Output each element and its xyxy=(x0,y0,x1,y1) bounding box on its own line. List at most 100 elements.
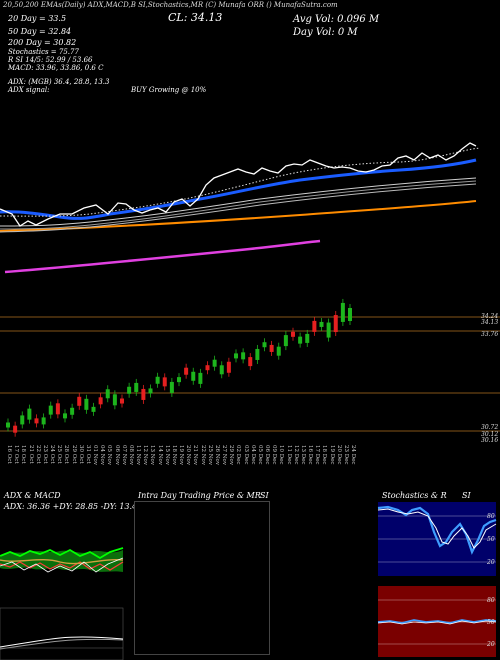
candle-body xyxy=(98,397,103,405)
date-label: 17 Oct xyxy=(13,445,20,464)
candle-body xyxy=(34,418,39,424)
stoch-title: Stochastics & R xyxy=(382,491,447,500)
date-label: 08 Nov xyxy=(127,445,134,465)
date-label: 01 Nov xyxy=(92,445,98,465)
date-label: 22 Nov xyxy=(199,445,206,465)
date-label: 13 Dec xyxy=(299,445,306,465)
date-label: 05 Nov xyxy=(106,445,113,465)
candle-body xyxy=(248,357,253,367)
date-label: 17 Dec xyxy=(314,445,321,465)
candle-body xyxy=(20,415,25,425)
stoch-k-line xyxy=(377,505,497,555)
level-label-2: 34.13 xyxy=(481,319,499,326)
date-label: 29 Nov xyxy=(228,445,235,465)
adx-macd-title: ADX & MACD xyxy=(4,491,61,500)
adx-plus-line xyxy=(0,547,124,560)
date-label: 20 Dec xyxy=(335,445,342,465)
header-strip: 20,50,200 EMAs(Daily) ADX,MACD,B SI,Stoc… xyxy=(3,1,338,9)
stoch-level-50: 50 xyxy=(487,536,495,543)
candle-body xyxy=(262,342,267,348)
candle-body xyxy=(41,417,46,425)
adx-white-line xyxy=(0,557,124,573)
date-label: 28 Oct xyxy=(63,445,70,464)
candle-body xyxy=(63,413,67,419)
level-label-4: 30.72 xyxy=(481,424,499,431)
stoch-d-line xyxy=(377,508,497,549)
date-label: 15 Nov xyxy=(163,445,170,465)
candle-body xyxy=(70,407,75,415)
date-label: 13 Nov xyxy=(149,445,156,465)
stoch-si-label: SI xyxy=(462,491,471,500)
date-label: 20 Nov xyxy=(185,445,192,465)
intraday-si-label: SI xyxy=(260,491,269,500)
adx-signal-label: ADX signal: xyxy=(8,86,50,94)
date-label: 10 Dec xyxy=(278,445,285,465)
close-price-line xyxy=(0,142,477,227)
rsi-label: R SI 14/5: 52.99 / 53.66 xyxy=(8,56,93,64)
level-label-3: 33.76 xyxy=(481,331,499,338)
date-label: 11 Dec xyxy=(285,445,292,465)
candle-body xyxy=(134,382,139,392)
avg-vol-label: Avg Vol: 0.096 M xyxy=(293,14,380,25)
date-label: 25 Oct xyxy=(56,445,63,464)
ema50-line-b xyxy=(0,180,477,230)
date-label: 21 Oct xyxy=(27,445,34,464)
candle-body xyxy=(120,398,124,404)
intraday-title: Intra Day Trading Price & MR xyxy=(138,491,261,500)
ema20-label: 20 Day = 33.5 xyxy=(8,14,67,23)
candle-body xyxy=(198,372,203,384)
adx-line xyxy=(0,559,124,565)
date-label: 02 Dec xyxy=(235,445,242,465)
date-label: 09 Dec xyxy=(271,445,278,465)
candle-body xyxy=(283,335,288,347)
candle-body xyxy=(55,403,60,415)
date-label: 23 Oct xyxy=(41,445,48,464)
signal-dotted-line xyxy=(0,147,481,217)
stoch-level-80: 80 xyxy=(487,513,495,520)
candle-body xyxy=(177,377,181,383)
candle-body xyxy=(91,406,96,412)
candle-body xyxy=(184,367,189,375)
ema20-line xyxy=(0,158,477,220)
candle-body xyxy=(155,376,160,384)
date-label: 14 Nov xyxy=(156,445,163,465)
candle-body xyxy=(27,408,32,420)
magenta-average-line xyxy=(4,239,321,274)
candle-body xyxy=(276,346,281,356)
price-chart xyxy=(0,142,500,437)
candle-body xyxy=(319,321,324,327)
ema50-line-c xyxy=(0,183,477,233)
candle-body xyxy=(291,331,295,337)
candle-body xyxy=(112,394,117,406)
candlestick-series xyxy=(6,298,352,437)
date-label: 29 Oct xyxy=(70,445,77,464)
adx-minus-line xyxy=(0,561,124,571)
candle-body xyxy=(234,353,238,359)
date-label: 04 Nov xyxy=(99,445,106,465)
macd-subpanel-frame xyxy=(0,607,124,660)
date-label: 18 Nov xyxy=(170,445,177,465)
candle-body xyxy=(205,365,210,371)
macd-label: MACD: 33.96, 33.86, 0.6 C xyxy=(8,64,104,72)
candle-body xyxy=(333,315,338,333)
ema200-label: 200 Day = 30.82 xyxy=(8,38,77,47)
date-label: 22 Oct xyxy=(34,445,41,464)
candle-body xyxy=(84,398,89,410)
candle-body xyxy=(148,388,153,394)
date-label: 12 Nov xyxy=(142,445,149,465)
date-label: 11 Nov xyxy=(135,445,141,465)
level-label-5: 30.12 xyxy=(481,431,499,438)
candle-body xyxy=(127,386,132,394)
intraday-panel xyxy=(134,501,270,655)
candle-body xyxy=(305,333,310,343)
rsi-level-20: 20 xyxy=(487,641,495,648)
adx-panel xyxy=(0,512,124,660)
date-label: 25 Nov xyxy=(206,445,213,465)
rsi-white-line xyxy=(377,620,497,625)
level-label-1: 34.24 xyxy=(481,313,499,320)
candle-body xyxy=(6,422,10,428)
date-label: 23 Dec xyxy=(342,445,349,465)
close-label: CL: 34.13 xyxy=(168,11,223,24)
macd-signal-line xyxy=(0,638,124,650)
candle-body xyxy=(312,320,317,332)
